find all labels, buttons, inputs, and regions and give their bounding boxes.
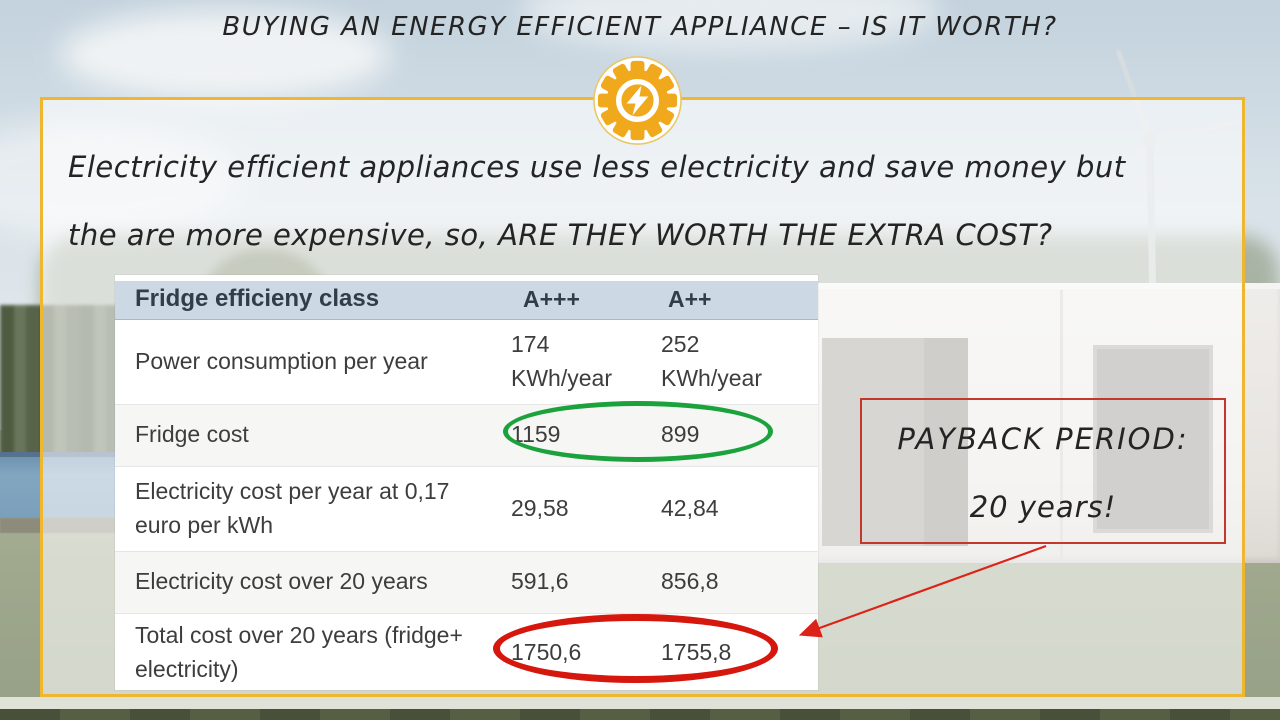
page-title: BUYING AN ENERGY EFFICIENT APPLIANCE – I… xyxy=(222,12,1058,42)
payback-title: PAYBACK PERIOD: xyxy=(897,422,1189,456)
gear-lightning-icon xyxy=(593,56,682,145)
row-label: Total cost over 20 years (fridge+ electr… xyxy=(135,622,463,682)
cell-a3: 591,6 xyxy=(511,568,569,595)
row-label: Electricity cost per year at 0,17 euro p… xyxy=(135,478,450,538)
column-header-label: Fridge efficieny class xyxy=(135,285,380,313)
payback-value: 20 years! xyxy=(969,490,1117,524)
ground-strip xyxy=(0,697,1280,710)
cell-a2: 856,8 xyxy=(661,568,719,595)
intro-line-2: the are more expensive, so, ARE THEY WOR… xyxy=(68,218,1053,252)
hedge xyxy=(0,709,1280,720)
cell-a2: 42,84 xyxy=(661,494,719,521)
cell-a3: 29,58 xyxy=(511,494,569,521)
row-label: Fridge cost xyxy=(135,421,249,448)
cell-a3: 174 KWh/year xyxy=(511,331,612,391)
cell-a2: 252 KWh/year xyxy=(661,331,762,391)
column-header-a2: A++ xyxy=(668,286,712,313)
row-label: Electricity cost over 20 years xyxy=(135,568,428,595)
table-header-row: Fridge efficieny class A+++ A++ xyxy=(115,281,818,319)
payback-callout-box: PAYBACK PERIOD: 20 years! xyxy=(860,398,1226,544)
column-header-a3: A+++ xyxy=(523,286,580,313)
table-row: Power consumption per year 174 KWh/year … xyxy=(115,319,818,404)
intro-line-1: Electricity efficient appliances use les… xyxy=(68,150,1126,184)
table-row: Electricity cost over 20 years 591,6 856… xyxy=(115,551,818,613)
table-row: Electricity cost per year at 0,17 euro p… xyxy=(115,466,818,551)
row-label: Power consumption per year xyxy=(135,347,428,374)
cloud xyxy=(60,10,390,100)
red-highlight-ellipse xyxy=(493,614,778,683)
green-highlight-ellipse xyxy=(503,401,773,462)
